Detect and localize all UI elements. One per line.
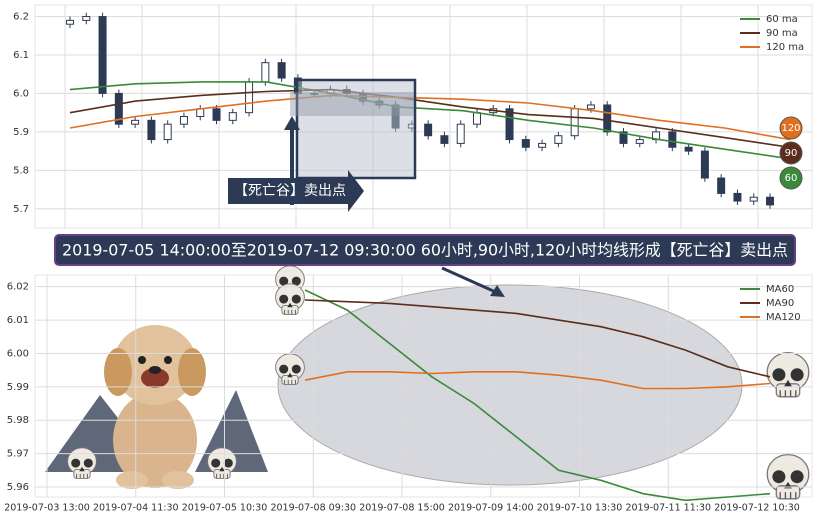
- candle-body: [245, 81, 254, 114]
- candle-body: [554, 135, 563, 144]
- y-tick-label: 5.8: [13, 165, 29, 176]
- legend-label: MA120: [766, 312, 801, 323]
- highlight-band: [290, 92, 414, 116]
- dog: [104, 325, 206, 489]
- x-tick-label: 2019-07-11 11:30: [625, 503, 711, 514]
- candle-body: [668, 131, 677, 148]
- x-tick-label: 2019-07-05 10:30: [182, 503, 268, 514]
- highlight-ellipse: [277, 284, 743, 486]
- top-chart: 5.7 5.8 5.9 6.0 6.1 6.2 60 ma 90 ma 120 ma 120 90 6…: [13, 5, 812, 228]
- candle-body: [277, 62, 286, 79]
- x-tick-label: 2019-07-08 09:30: [270, 503, 356, 514]
- candle-body: [114, 92, 123, 125]
- y-tick-label: 6.00: [7, 348, 29, 359]
- annotation-arrow: [228, 170, 364, 212]
- legend-label: 90 ma: [766, 28, 798, 39]
- candle-body: [749, 196, 758, 202]
- candle-body: [586, 104, 595, 110]
- end-badge: [779, 116, 803, 140]
- candle-body: [619, 131, 628, 144]
- line: [69, 88, 791, 149]
- x-tick-label: 2019-07-03 13:00: [4, 503, 90, 514]
- top-plot-frame: [34, 4, 813, 229]
- candle-body: [228, 112, 237, 121]
- end-badge-label: 120: [781, 123, 800, 134]
- line: [304, 371, 771, 390]
- banner-text: 2019-07-05 14:00:00至2019-07-12 09:30:00 …: [62, 241, 788, 260]
- x-tick-label: 2019-07-09 14:00: [448, 503, 534, 514]
- y-tick-label: 5.96: [7, 482, 29, 493]
- bottom-plot-frame: [34, 274, 813, 498]
- banner: [54, 234, 796, 266]
- decoration: [45, 265, 810, 500]
- candle-body: [538, 142, 547, 148]
- end-badge: [779, 166, 803, 190]
- candle-body: [505, 108, 514, 141]
- candle-body: [521, 139, 530, 148]
- end-badge: [779, 141, 803, 165]
- candle-body: [131, 119, 140, 125]
- y-tick-label: 5.7: [13, 204, 29, 215]
- bottom-chart: 2019-07-03 13:00 2019-07-04 11:30 2019-07-…: [4, 275, 812, 514]
- candle-body: [82, 16, 91, 21]
- candle-body: [456, 123, 465, 144]
- pointer-head: [490, 285, 505, 297]
- candle-body: [261, 62, 270, 83]
- legend-label: MA60: [766, 284, 794, 295]
- candle-body: [147, 119, 156, 141]
- y-tick-label: 6.02: [7, 282, 29, 293]
- candle-body: [635, 139, 644, 144]
- candle-body: [472, 112, 481, 125]
- highlight-box: [295, 78, 417, 180]
- y-tick-label: 5.99: [7, 382, 29, 393]
- candle-body: [424, 123, 433, 137]
- x-tick-label: 2019-07-04 11:30: [93, 503, 179, 514]
- candle-body: [179, 116, 188, 125]
- line: [69, 81, 791, 160]
- y-tick-label: 6.2: [13, 12, 29, 23]
- candle-body: [570, 108, 579, 137]
- y-tick-label: 5.98: [7, 415, 29, 426]
- legend-label: 120 ma: [766, 42, 804, 53]
- y-tick-label: 6.0: [13, 88, 29, 99]
- candle-body: [98, 16, 107, 94]
- y-tick-label: 5.9: [13, 127, 29, 138]
- candle-body: [440, 135, 449, 144]
- legend-label: 60 ma: [766, 14, 798, 25]
- legend-label: MA90: [766, 298, 794, 309]
- candle-body: [212, 108, 221, 121]
- candle-body: [163, 123, 172, 141]
- candle-body: [603, 104, 612, 133]
- x-tick-label: 2019-07-08 15:00: [359, 503, 445, 514]
- end-badge-label: 60: [785, 173, 798, 184]
- y-tick-label: 5.97: [7, 449, 29, 460]
- candle-body: [733, 192, 742, 202]
- annotation-text: 【死亡谷】卖出点: [234, 183, 346, 199]
- y-tick-label: 6.01: [7, 315, 29, 326]
- end-badge-label: 90: [785, 148, 798, 159]
- pointer-arrow: [441, 266, 501, 296]
- line: [304, 299, 771, 378]
- x-tick-label: 2019-07-10 13:30: [537, 503, 623, 514]
- line: [304, 289, 771, 502]
- x-tick-label: 2019-07-12 10:30: [714, 503, 800, 514]
- y-tick-label: 6.1: [13, 50, 29, 61]
- candle-body: [66, 19, 74, 25]
- line: [69, 94, 791, 141]
- candle-body: [717, 177, 726, 194]
- candle-body: [766, 196, 774, 206]
- candle-body: [684, 146, 693, 152]
- candle-body: [700, 150, 709, 179]
- arrow-head: [284, 116, 300, 130]
- overlay: 【死亡谷】卖出点 2019-07-05 14:00:00至2019-07-12 …: [54, 78, 796, 297]
